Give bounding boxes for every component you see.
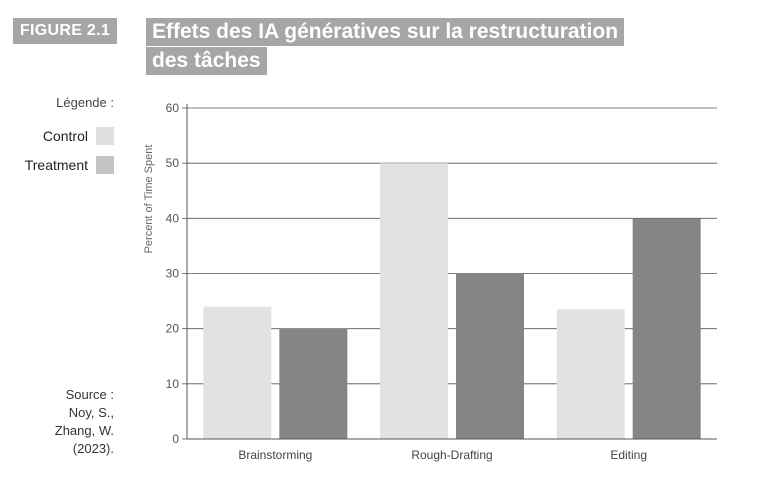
bar-treatment-editing (632, 218, 701, 439)
source-line: Noy, S., (68, 405, 114, 420)
source-line: Source : (65, 387, 114, 402)
source-note: Source : Noy, S., Zhang, W. (2023). (55, 386, 114, 458)
y-tick-label: 50 (166, 156, 180, 170)
x-tick-label: Rough-Drafting (411, 448, 492, 462)
chart-title-line-1: Effets des IA génératives sur la restruc… (146, 18, 625, 46)
bar-control-editing (556, 309, 625, 439)
x-tick-label: Editing (610, 448, 647, 462)
y-axis-label: Percent of Time Spent (143, 145, 155, 254)
y-tick-label: 10 (166, 377, 180, 391)
y-tick-label: 60 (166, 101, 180, 115)
source-line: (2023). (72, 441, 114, 456)
y-tick-label: 30 (166, 267, 180, 281)
bar-control-rough-drafting (380, 163, 448, 439)
bar-control-brainstorming (203, 306, 272, 439)
legend-swatch-control (96, 127, 114, 145)
legend-label-treatment: Treatment (24, 157, 88, 173)
legend-label-control: Control (42, 128, 88, 144)
figure-label: FIGURE 2.1 (13, 18, 117, 44)
legend-title: Légende : (56, 95, 114, 110)
legend-swatch-treatment (96, 156, 114, 174)
y-tick-label: 0 (172, 432, 179, 446)
bar-treatment-brainstorming (279, 328, 348, 439)
y-tick-label: 40 (166, 211, 180, 225)
source-line: Zhang, W. (54, 423, 114, 438)
y-tick-label: 20 (166, 322, 180, 336)
chart-title-line-2: des tâches (146, 47, 267, 75)
bar-treatment-rough-drafting (456, 273, 524, 439)
legend-item-control: Control (43, 126, 114, 146)
x-tick-label: Brainstorming (238, 448, 312, 462)
legend-item-treatment: Treatment (25, 155, 114, 175)
